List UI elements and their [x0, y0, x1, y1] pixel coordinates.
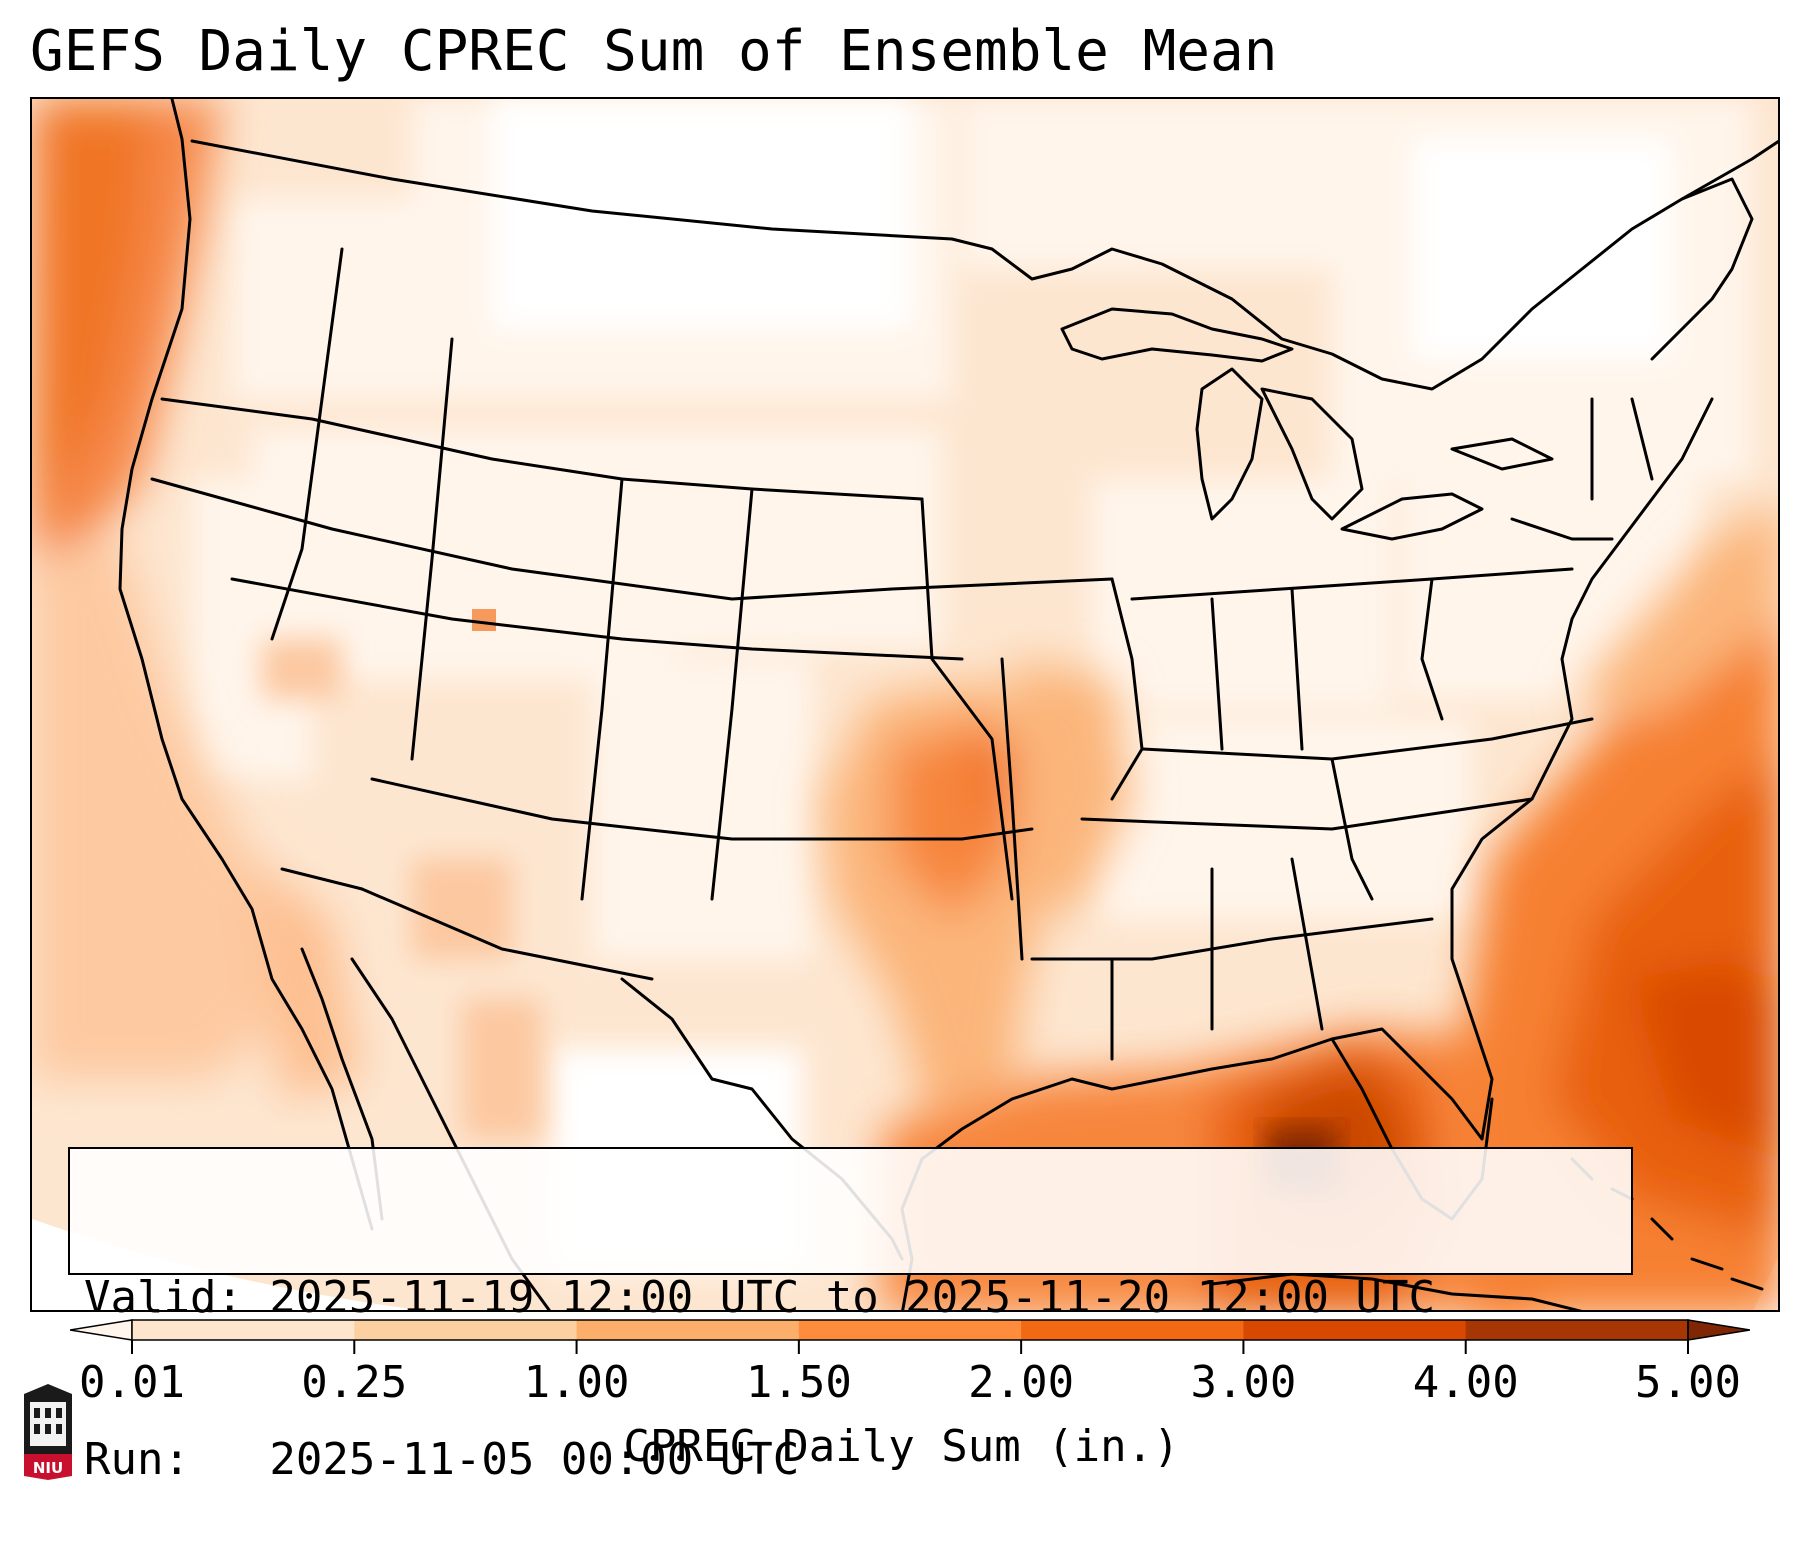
colorbar-tick-label: 0.25 [301, 1357, 408, 1408]
colorbar-segment [1465, 1320, 1689, 1340]
colorbar-outline [131, 1319, 1689, 1341]
map-canvas [32, 99, 1778, 1310]
colorbar-segment [576, 1320, 800, 1340]
colorbar-under-arrow [70, 1319, 133, 1341]
validity-box: Valid: 2025-11-19 12:00 UTC to 2025-11-2… [68, 1147, 1633, 1485]
colorbar-segment [1021, 1320, 1244, 1340]
colorbar [70, 1319, 1750, 1354]
colorbar-tick-label: 1.00 [523, 1357, 630, 1408]
colorbar-tick-label: 3.00 [1190, 1357, 1297, 1408]
run-time-text: Run: 2025-11-05 00:00 UTC [84, 1434, 800, 1485]
colorbar-ticks [131, 1340, 1689, 1354]
boundary-lines [118, 99, 1778, 1310]
colorbar-segments [70, 1319, 1750, 1341]
precipitation-map [30, 97, 1780, 1312]
colorbar-segment [132, 1320, 355, 1340]
colorbar-label: CPREC Daily Sum (in.) [623, 1421, 1180, 1472]
colorbar-segment [798, 1320, 1022, 1340]
niu-logo: NIU [24, 1384, 72, 1480]
colorbar-over-arrow [1687, 1319, 1750, 1341]
colorbar-tick-label: 0.01 [79, 1357, 185, 1408]
valid-time-text: Valid: 2025-11-19 12:00 UTC to 2025-11-2… [84, 1272, 1436, 1323]
map-title: GEFS Daily CPREC Sum of Ensemble Mean [30, 19, 1278, 84]
colorbar-segment [354, 1320, 578, 1340]
colorbar-tick-label: 1.50 [745, 1357, 852, 1408]
colorbar-tick-label: 2.00 [968, 1357, 1075, 1408]
colorbar-tick-label: 4.00 [1412, 1357, 1519, 1408]
precip-field [32, 99, 1778, 1310]
logo-text: NIU [33, 1459, 63, 1477]
colorbar-tick-label: 5.00 [1635, 1357, 1741, 1408]
colorbar-segment [1243, 1320, 1467, 1340]
